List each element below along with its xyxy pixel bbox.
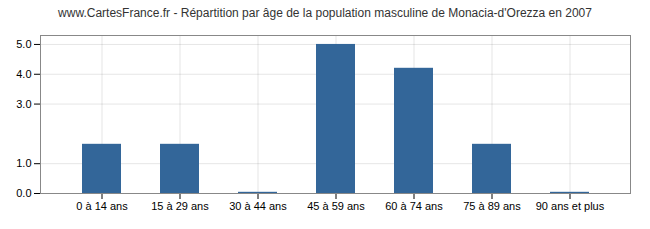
html-text:www.CartesFrance.fr - Répartit: www.CartesFrance.fr - Répartition par âg…	[58, 6, 592, 20]
svg-text:15 à 29 ans: 15 à 29 ans	[151, 200, 209, 212]
svg-text:0.0: 0.0	[16, 187, 31, 199]
svg-text:45 à 59 ans: 45 à 59 ans	[307, 200, 365, 212]
svg-text:4.0: 4.0	[16, 68, 31, 80]
svg-text:0 à 14 ans: 0 à 14 ans	[76, 200, 128, 212]
svg-text:30 à 44 ans: 30 à 44 ans	[229, 200, 287, 212]
svg-text:90 ans et plus: 90 ans et plus	[536, 200, 605, 212]
svg-text:75 à 89 ans: 75 à 89 ans	[463, 200, 521, 212]
svg-text:1.0: 1.0	[16, 157, 31, 169]
svg-text:5.0: 5.0	[16, 38, 31, 50]
svg-text:60 à 74 ans: 60 à 74 ans	[385, 200, 443, 212]
svg-text:3.0: 3.0	[16, 98, 31, 110]
